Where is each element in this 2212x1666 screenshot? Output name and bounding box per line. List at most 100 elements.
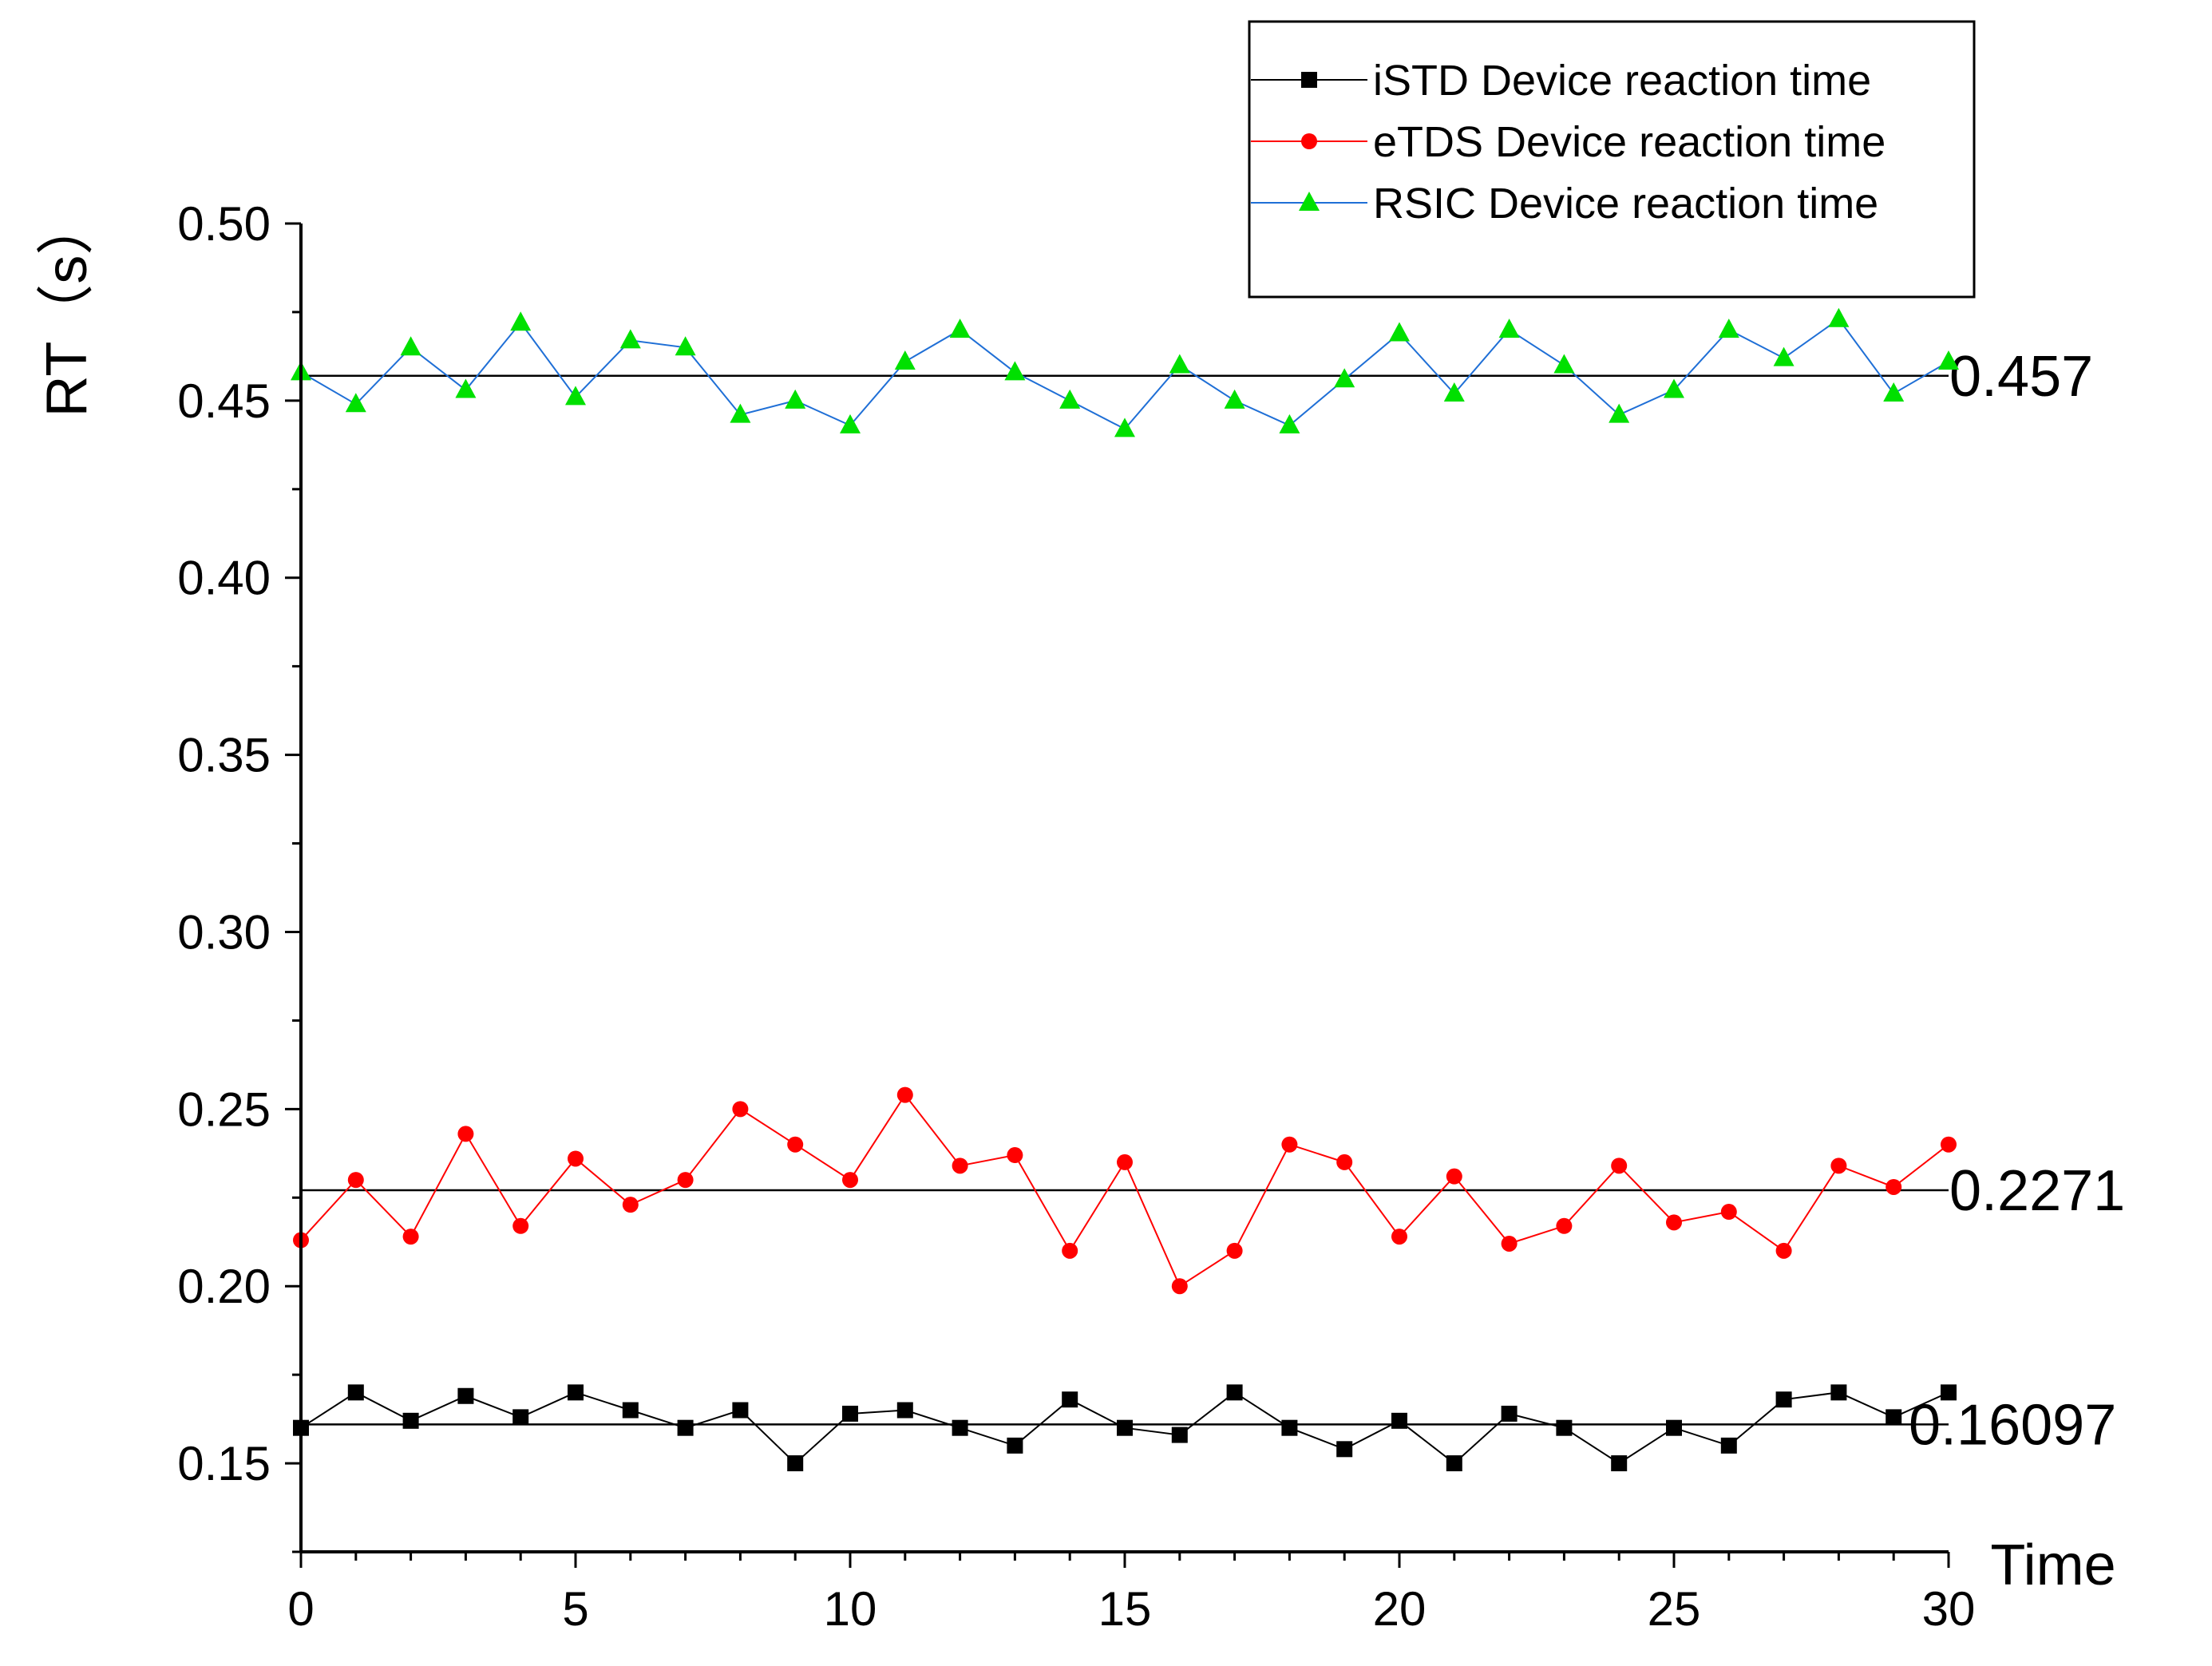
data-point (1446, 1168, 1462, 1185)
data-point (677, 1172, 694, 1189)
data-point (510, 311, 532, 331)
legend-item: eTDS Device reaction time (1251, 118, 1886, 166)
data-point (1336, 1441, 1353, 1458)
data-point (1169, 354, 1190, 374)
data-point (1279, 414, 1300, 433)
series-rsic-device-reaction-time (291, 307, 1959, 437)
data-point (455, 378, 477, 398)
data-point (1830, 1157, 1847, 1174)
legend-marker (1301, 133, 1317, 149)
data-point (457, 1387, 474, 1404)
data-point (1666, 1214, 1682, 1231)
data-point (1718, 319, 1739, 338)
legend: iSTD Device reaction time eTDS Device rea… (1248, 20, 1976, 299)
reference-line-label: 0.457 (1949, 345, 2093, 409)
data-point (1828, 307, 1850, 327)
data-point (568, 1150, 584, 1167)
data-point (1886, 1178, 1902, 1195)
series-istd-device-reaction-time (293, 1384, 1957, 1472)
data-point (732, 1101, 749, 1118)
data-point (1775, 1242, 1792, 1259)
data-point (1007, 1437, 1023, 1454)
data-point (347, 1384, 364, 1401)
data-point (1171, 1427, 1188, 1443)
y-tick-label: 0.25 (177, 1082, 271, 1136)
data-point (787, 1136, 804, 1153)
data-point (565, 386, 586, 406)
data-point (732, 1402, 749, 1419)
data-point (894, 350, 916, 370)
x-tick-label: 15 (1098, 1582, 1152, 1636)
data-point (1498, 319, 1520, 338)
data-point (1062, 1391, 1078, 1408)
legend-box (1248, 20, 1976, 299)
data-point (1720, 1204, 1737, 1221)
reference-line-label: 0.2271 (1949, 1159, 2125, 1223)
data-point (675, 336, 696, 356)
series-line (300, 318, 1949, 430)
data-point (952, 1157, 968, 1174)
data-point (1171, 1278, 1188, 1295)
y-tick-label: 0.45 (177, 374, 271, 428)
legend-item: RSIC Device reaction time (1251, 180, 1878, 228)
data-point (1391, 1229, 1407, 1245)
data-point (512, 1217, 529, 1234)
data-point (785, 389, 806, 409)
data-point (1556, 1217, 1573, 1234)
data-point (677, 1419, 694, 1436)
data-point (345, 393, 366, 413)
data-point (952, 1419, 968, 1436)
legend-label: eTDS Device reaction time (1373, 118, 1886, 166)
legend-label: iSTD Device reaction time (1373, 57, 1871, 105)
data-point (512, 1409, 529, 1426)
data-point (949, 319, 971, 338)
data-point (1114, 417, 1135, 437)
data-point (1117, 1419, 1133, 1436)
data-point (1007, 1147, 1023, 1164)
data-point (1938, 350, 1959, 370)
data-point (1941, 1384, 1957, 1401)
data-point (1556, 1419, 1573, 1436)
y-tick-label: 0.40 (177, 552, 271, 605)
data-point (1062, 1242, 1078, 1259)
reference-lines: 0.457 0.2271 0.16097 (301, 345, 2125, 1457)
legend-label: RSIC Device reaction time (1373, 180, 1878, 228)
data-point (730, 403, 751, 423)
data-point (1609, 403, 1630, 423)
y-axis-title: RT（s） (35, 198, 99, 417)
x-tick-label: 0 (287, 1582, 314, 1636)
x-tick-label: 25 (1648, 1582, 1701, 1636)
data-point (842, 1172, 858, 1189)
data-point (1443, 382, 1465, 402)
series-layer (291, 307, 1959, 1472)
legend-marker (1301, 72, 1317, 88)
x-tick-label: 10 (824, 1582, 877, 1636)
data-point (347, 1172, 364, 1189)
y-tick-label: 0.50 (177, 197, 271, 251)
data-point (1664, 378, 1684, 398)
data-point (402, 1229, 419, 1245)
data-point (1226, 1384, 1243, 1401)
data-point (1391, 1412, 1407, 1429)
data-point (1720, 1437, 1737, 1454)
data-point (1501, 1405, 1518, 1422)
data-point (1446, 1455, 1462, 1472)
y-tick-label: 0.35 (177, 729, 271, 782)
data-point (619, 329, 641, 349)
data-point (1389, 322, 1410, 342)
series-etds-device-reaction-time (293, 1086, 1957, 1295)
data-point (842, 1405, 858, 1422)
x-tick-label: 30 (1922, 1582, 1976, 1636)
x-axis-title: Time (1990, 1533, 2115, 1597)
data-point (1117, 1154, 1133, 1170)
data-point (787, 1455, 804, 1472)
legend-marker (1299, 192, 1320, 211)
data-point (896, 1402, 913, 1419)
data-point (1883, 382, 1905, 402)
data-point (1611, 1157, 1628, 1174)
data-point (400, 336, 421, 356)
data-point (1226, 1242, 1243, 1259)
data-point (1611, 1455, 1628, 1472)
data-point (1004, 361, 1026, 381)
data-point (568, 1384, 584, 1401)
